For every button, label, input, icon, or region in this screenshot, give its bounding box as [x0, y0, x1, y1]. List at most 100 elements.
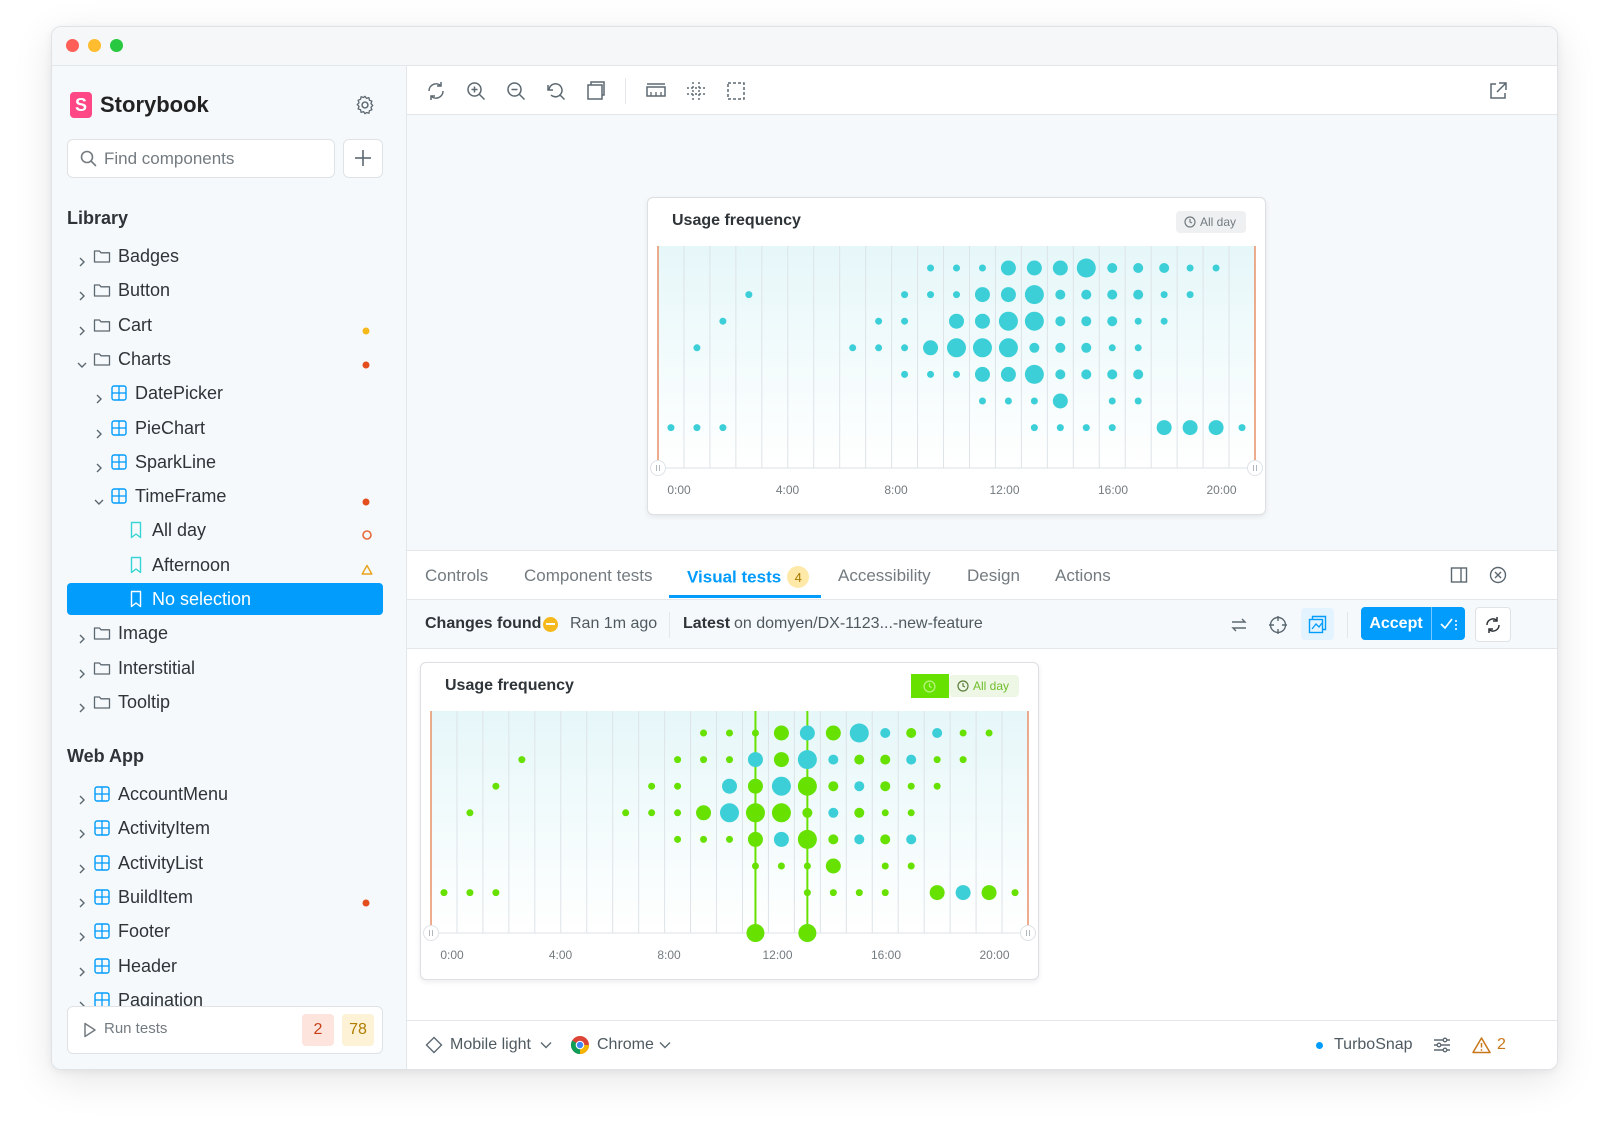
chevron-right-icon[interactable]	[77, 663, 87, 679]
data-point	[947, 338, 966, 358]
create-story-button[interactable]	[343, 139, 383, 178]
tree-item-image[interactable]: Image	[67, 617, 383, 649]
chevron-right-icon[interactable]	[77, 995, 87, 1011]
tree-item-label: BuildItem	[118, 886, 194, 907]
chevron-right-icon[interactable]	[77, 892, 87, 908]
tree-item-afternoon[interactable]: Afternoon	[67, 549, 383, 581]
background-icon[interactable]	[585, 80, 607, 102]
browser-select[interactable]: Chrome	[597, 1036, 654, 1054]
close-window-button[interactable]	[66, 39, 79, 52]
data-point	[803, 889, 811, 897]
data-point	[881, 862, 889, 870]
zoom-in-icon[interactable]	[465, 80, 487, 102]
tab-design[interactable]: Design	[967, 566, 1020, 586]
data-point	[1081, 289, 1092, 300]
zoom-reset-icon[interactable]	[545, 80, 567, 102]
error-count-badge[interactable]: 2	[302, 1014, 334, 1046]
run-tests-button[interactable]: Run tests	[104, 1020, 168, 1037]
chevron-down-icon[interactable]	[94, 491, 104, 506]
tree-item-builditem[interactable]: BuildItem	[67, 881, 383, 913]
tab-accessibility[interactable]: Accessibility	[838, 566, 931, 586]
gear-icon[interactable]	[354, 94, 376, 116]
chevron-right-icon[interactable]	[77, 697, 87, 713]
chevron-right-icon[interactable]	[94, 388, 104, 404]
warning-count-badge[interactable]: 78	[342, 1014, 374, 1046]
tree-item-button[interactable]: Button	[67, 274, 383, 306]
data-point	[1055, 316, 1066, 327]
tab-actions[interactable]: Actions	[1055, 566, 1111, 586]
outline-icon[interactable]	[725, 80, 747, 102]
x-tick-label: 16:00	[1098, 483, 1128, 497]
tree-item-no-selection[interactable]: No selection	[67, 583, 383, 615]
data-point	[927, 264, 935, 272]
measure-icon[interactable]	[645, 80, 667, 102]
panel-layout-icon[interactable]	[1450, 566, 1468, 584]
rerun-button[interactable]	[1475, 607, 1511, 642]
tree-item-footer[interactable]: Footer	[67, 915, 383, 947]
data-point	[802, 807, 813, 818]
chevron-down-icon[interactable]	[77, 354, 87, 368]
chevron-down-icon[interactable]	[540, 1041, 552, 1049]
data-point	[985, 729, 993, 737]
accept-options-icon[interactable]	[1439, 615, 1459, 633]
switch-icon[interactable]	[1229, 615, 1249, 635]
range-end-handle[interactable]	[1247, 460, 1263, 476]
time-badge[interactable]: All day	[1176, 211, 1246, 233]
chevron-right-icon[interactable]	[77, 961, 87, 976]
range-end-handle[interactable]	[1020, 925, 1036, 941]
tree-item-pagination[interactable]: Pagination	[67, 984, 383, 1016]
tree-item-label: AccountMenu	[118, 784, 229, 804]
browser-chevron-down-icon[interactable]	[659, 1041, 671, 1049]
settings-sliders-icon[interactable]	[1433, 1036, 1451, 1054]
chevron-right-icon[interactable]	[77, 251, 87, 267]
chevron-right-icon[interactable]	[77, 628, 87, 644]
tree-item-accountmenu[interactable]: AccountMenu	[67, 778, 383, 810]
tree-item-tooltip[interactable]: Tooltip	[67, 686, 383, 718]
search-input[interactable]	[104, 140, 324, 177]
warning-triangle-icon[interactable]	[1472, 1036, 1491, 1054]
tree-item-charts[interactable]: Charts	[67, 343, 383, 375]
chevron-right-icon[interactable]	[94, 457, 104, 473]
chevron-right-icon[interactable]	[77, 823, 87, 839]
data-point	[923, 340, 939, 356]
tree-item-activitylist[interactable]: ActivityList	[67, 847, 383, 879]
maximize-window-button[interactable]	[110, 39, 123, 52]
tree-item-activityitem[interactable]: ActivityItem	[67, 812, 383, 844]
chevron-right-icon[interactable]	[77, 789, 87, 805]
sync-icon[interactable]	[425, 80, 447, 102]
tree-item-datepicker[interactable]: DatePicker	[67, 377, 383, 409]
external-link-icon[interactable]	[1487, 80, 1509, 102]
tree-item-piechart[interactable]: PieChart	[67, 412, 383, 444]
data-point	[949, 313, 964, 329]
mode-select[interactable]: Mobile light	[450, 1036, 531, 1054]
tab-controls[interactable]: Controls	[425, 566, 488, 586]
diff-toggle-button[interactable]	[1301, 608, 1334, 640]
tree-item-badges[interactable]: Badges	[67, 240, 383, 272]
tree-item-header[interactable]: Header	[67, 950, 383, 982]
chevron-right-icon[interactable]	[77, 858, 87, 874]
warning-count[interactable]: 2	[1497, 1036, 1506, 1053]
tab-component-tests[interactable]: Component tests	[524, 566, 653, 586]
tree-item-sparkline[interactable]: SparkLine	[67, 446, 383, 478]
play-icon[interactable]	[83, 1022, 97, 1038]
chevron-right-icon[interactable]	[77, 320, 87, 336]
brand[interactable]: S Storybook	[70, 90, 209, 120]
chevron-right-icon[interactable]	[94, 423, 104, 438]
data-point	[901, 291, 909, 299]
tree-item-all-day[interactable]: All day	[67, 514, 383, 546]
tree-item-interstitial[interactable]: Interstitial	[67, 652, 383, 684]
tab-visual-tests[interactable]: Visual tests 4	[687, 566, 810, 588]
zoom-out-icon[interactable]	[505, 80, 527, 102]
tree-item-cart[interactable]: Cart	[67, 309, 383, 341]
chevron-right-icon[interactable]	[77, 926, 87, 942]
range-start-handle[interactable]	[423, 925, 439, 941]
x-tick-label: 8:00	[657, 948, 681, 962]
chevron-right-icon[interactable]	[77, 285, 87, 301]
range-start-handle[interactable]	[650, 460, 666, 476]
minimize-window-button[interactable]	[88, 39, 101, 52]
grid-icon[interactable]	[685, 80, 707, 102]
tree-item-timeframe[interactable]: TimeFrame	[67, 480, 383, 512]
crosshair-icon[interactable]	[1268, 615, 1288, 635]
accept-button[interactable]: Accept	[1361, 607, 1465, 640]
close-panel-icon[interactable]	[1489, 566, 1507, 584]
